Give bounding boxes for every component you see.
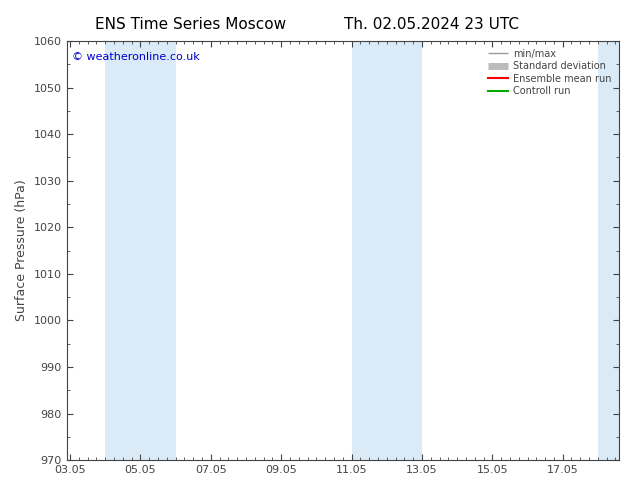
Y-axis label: Surface Pressure (hPa): Surface Pressure (hPa) xyxy=(15,180,28,321)
Bar xyxy=(105,41,141,460)
Bar xyxy=(352,41,387,460)
Bar xyxy=(141,41,176,460)
Text: ENS Time Series Moscow: ENS Time Series Moscow xyxy=(94,17,286,32)
Text: Th. 02.05.2024 23 UTC: Th. 02.05.2024 23 UTC xyxy=(344,17,519,32)
Bar xyxy=(598,41,619,460)
Legend: min/max, Standard deviation, Ensemble mean run, Controll run: min/max, Standard deviation, Ensemble me… xyxy=(486,46,614,99)
Text: © weatheronline.co.uk: © weatheronline.co.uk xyxy=(72,51,200,62)
Bar xyxy=(387,41,422,460)
Title: ENS Time Series Moscow    Th. 02.05.2024 23 UTC: ENS Time Series Moscow Th. 02.05.2024 23… xyxy=(0,489,1,490)
